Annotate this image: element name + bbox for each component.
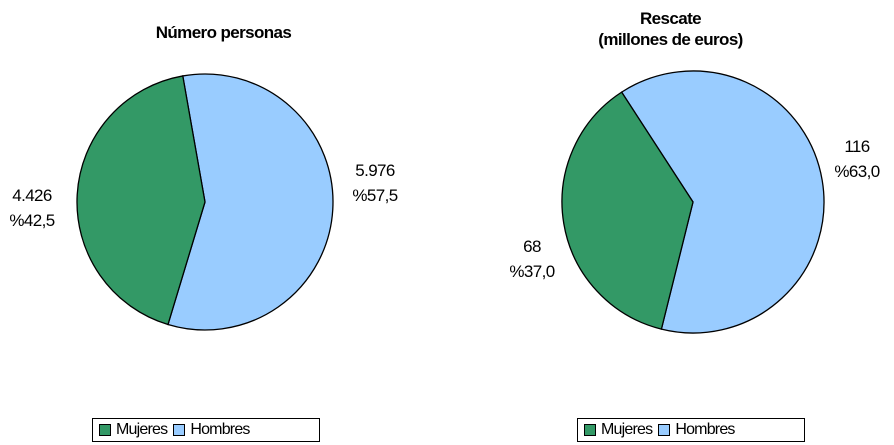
pie-slice-hombres: [167, 73, 334, 331]
data-label-hombres: 5.976 %57,5: [340, 158, 410, 208]
value-label-mujeres: 4.426: [12, 186, 52, 205]
pie-slice-mujeres: [76, 75, 206, 326]
legend-label-mujeres: Mujeres: [601, 421, 653, 438]
pie-chart-personas-plot: [76, 73, 334, 331]
legend-label-mujeres: Mujeres: [116, 421, 168, 438]
percent-label-mujeres: %42,5: [9, 211, 55, 230]
data-label-mujeres: 68 %37,0: [497, 234, 567, 284]
pie-chart-rescate-plot: [561, 70, 825, 334]
legend-swatch-hombres: [173, 424, 186, 436]
percent-label-hombres: %57,5: [352, 186, 398, 205]
pie-slice-mujeres: [561, 91, 694, 330]
legend-swatch-hombres: [658, 424, 671, 436]
legend-item-mujeres: Mujeres: [584, 421, 653, 439]
data-label-mujeres: 4.426 %42,5: [2, 183, 62, 233]
legend-swatch-mujeres: [584, 424, 596, 436]
chart-title: Número personas: [155, 23, 292, 42]
legend-label-hombres: Hombres: [675, 421, 735, 438]
chart-title-line-1: Rescate: [639, 9, 702, 28]
data-label-hombres: 116 %63,0: [822, 134, 892, 184]
value-label-mujeres: 68: [523, 237, 541, 256]
legend-item-hombres: Hombres: [173, 421, 250, 439]
pie-chart-rescate: Rescate (millones de euros) 68 %37,0 116…: [447, 0, 894, 445]
chart-title: Rescate (millones de euros): [447, 8, 894, 50]
chart-legend: Mujeres Hombres: [577, 418, 805, 442]
value-label-hombres: 5.976: [355, 161, 395, 180]
percent-label-mujeres: %37,0: [509, 262, 555, 281]
chart-legend: Mujeres Hombres: [92, 418, 320, 442]
legend-item-hombres: Hombres: [658, 421, 735, 439]
chart-title-line-2: (millones de euros): [598, 30, 743, 49]
legend-label-hombres: Hombres: [190, 421, 250, 438]
percent-label-hombres: %63,0: [834, 162, 880, 181]
value-label-hombres: 116: [844, 137, 870, 156]
pie-chart-personas: Número personas 4.426 %42,5 5.976 %57,5 …: [2, 23, 410, 442]
pie-slice-hombres: [620, 70, 825, 334]
legend-swatch-mujeres: [99, 424, 111, 436]
legend-item-mujeres: Mujeres: [99, 421, 168, 439]
